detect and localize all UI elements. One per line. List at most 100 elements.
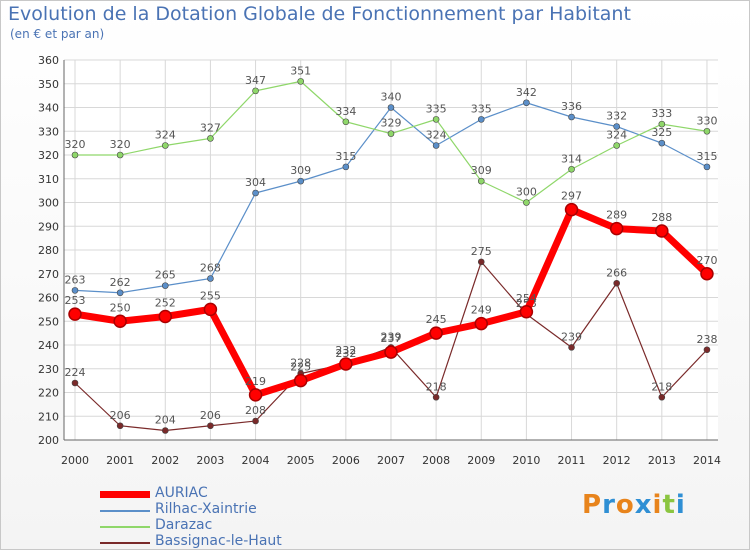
data-label: 270 bbox=[696, 254, 717, 267]
data-label: 206 bbox=[200, 409, 221, 422]
x-tick-label: 2003 bbox=[196, 454, 224, 467]
data-label: 252 bbox=[155, 297, 176, 310]
data-label: 219 bbox=[245, 375, 266, 388]
x-tick-label: 2012 bbox=[603, 454, 631, 467]
data-label: 300 bbox=[516, 186, 537, 199]
data-label: 253 bbox=[65, 294, 86, 307]
data-label: 325 bbox=[651, 126, 672, 139]
data-point bbox=[252, 87, 259, 95]
y-tick-label: 340 bbox=[38, 102, 59, 115]
y-tick-label: 200 bbox=[38, 434, 59, 447]
data-point bbox=[609, 221, 624, 236]
data-point bbox=[116, 151, 124, 159]
y-tick-label: 240 bbox=[38, 339, 59, 352]
data-point bbox=[161, 427, 169, 434]
data-label: 315 bbox=[696, 150, 717, 163]
y-tick-label: 230 bbox=[38, 363, 59, 376]
data-label: 266 bbox=[606, 266, 627, 279]
data-point bbox=[658, 393, 666, 401]
x-tick-label: 2002 bbox=[151, 454, 179, 467]
data-label: 255 bbox=[200, 289, 221, 302]
data-point bbox=[658, 120, 666, 128]
data-point bbox=[384, 345, 398, 359]
data-label: 249 bbox=[471, 304, 492, 317]
data-label: 333 bbox=[651, 107, 672, 120]
data-label: 351 bbox=[290, 64, 311, 77]
data-point bbox=[342, 163, 350, 171]
data-point bbox=[297, 78, 305, 85]
data-label: 218 bbox=[426, 380, 447, 393]
data-label: 232 bbox=[335, 344, 356, 357]
data-point bbox=[655, 224, 669, 238]
data-point bbox=[564, 202, 579, 217]
data-point bbox=[297, 177, 305, 185]
legend-label: Darazac bbox=[155, 517, 213, 533]
data-point bbox=[71, 151, 79, 159]
data-point bbox=[113, 314, 127, 328]
data-point bbox=[568, 165, 575, 173]
data-label: 254 bbox=[516, 292, 537, 305]
data-label: 237 bbox=[380, 332, 401, 345]
data-point bbox=[432, 116, 440, 123]
data-point bbox=[703, 127, 711, 135]
data-label: 320 bbox=[110, 138, 131, 151]
data-label: 314 bbox=[561, 152, 582, 165]
data-label: 297 bbox=[561, 190, 582, 203]
data-point bbox=[203, 302, 218, 317]
data-label: 309 bbox=[471, 164, 492, 177]
data-label: 224 bbox=[65, 366, 86, 379]
data-point bbox=[248, 388, 263, 402]
data-label: 239 bbox=[561, 330, 582, 343]
data-label: 263 bbox=[65, 273, 86, 286]
data-point bbox=[613, 142, 620, 149]
data-label: 327 bbox=[200, 121, 221, 134]
x-tick-label: 2000 bbox=[61, 454, 89, 467]
x-tick-label: 2006 bbox=[332, 454, 360, 467]
data-label: 335 bbox=[471, 102, 492, 115]
y-tick-label: 250 bbox=[38, 315, 59, 328]
y-tick-label: 210 bbox=[38, 410, 59, 423]
data-label: 329 bbox=[380, 117, 401, 130]
y-tick-label: 290 bbox=[38, 220, 59, 233]
data-point bbox=[71, 379, 79, 387]
data-point bbox=[252, 417, 259, 425]
data-label: 265 bbox=[155, 269, 176, 282]
data-label: 324 bbox=[606, 129, 627, 142]
data-label: 206 bbox=[110, 409, 131, 422]
x-tick-label: 2004 bbox=[242, 454, 270, 467]
data-label: 239 bbox=[380, 330, 401, 343]
data-point bbox=[477, 258, 485, 266]
data-point bbox=[161, 282, 169, 289]
data-label: 245 bbox=[426, 313, 447, 326]
data-point bbox=[207, 275, 214, 282]
data-point bbox=[658, 139, 666, 147]
x-tick-label: 2013 bbox=[648, 454, 676, 467]
data-point bbox=[477, 116, 485, 123]
data-label: 330 bbox=[696, 114, 717, 127]
data-label: 232 bbox=[335, 347, 356, 360]
data-label: 336 bbox=[561, 100, 582, 113]
data-point bbox=[568, 113, 575, 121]
legend-label: Rilhac-Xaintrie bbox=[155, 501, 257, 517]
data-label: 342 bbox=[516, 86, 537, 99]
x-tick-label: 2007 bbox=[377, 454, 405, 467]
data-point bbox=[252, 189, 259, 197]
data-label: 288 bbox=[651, 211, 672, 224]
data-label: 324 bbox=[155, 129, 176, 142]
data-label: 218 bbox=[651, 380, 672, 393]
data-point bbox=[523, 99, 530, 107]
y-tick-label: 300 bbox=[38, 197, 59, 210]
data-point bbox=[703, 163, 711, 171]
data-point bbox=[568, 344, 575, 351]
data-label: 250 bbox=[110, 301, 131, 314]
data-label: 347 bbox=[245, 74, 266, 87]
data-point bbox=[432, 142, 440, 149]
data-point bbox=[339, 357, 353, 371]
data-point bbox=[432, 393, 440, 401]
data-label: 225 bbox=[290, 361, 311, 374]
data-label: 268 bbox=[200, 262, 221, 275]
x-tick-label: 2010 bbox=[512, 454, 540, 467]
data-label: 228 bbox=[290, 357, 311, 370]
data-point bbox=[293, 373, 308, 388]
